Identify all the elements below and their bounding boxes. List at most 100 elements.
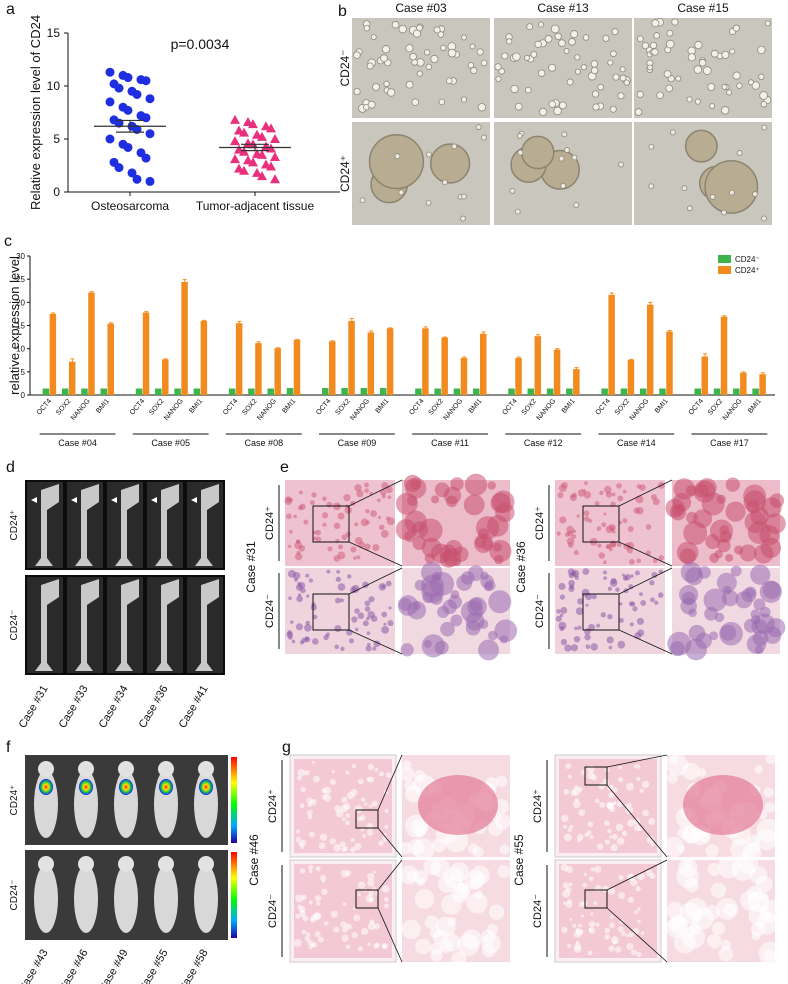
tissue-feature	[709, 631, 719, 641]
tissue-feature	[583, 510, 590, 517]
tissue-feature	[614, 946, 622, 953]
row-label: CD24⁺	[267, 789, 279, 823]
group-label: Case #04	[58, 438, 97, 448]
group-label: Case #09	[338, 438, 377, 448]
bar	[441, 337, 448, 395]
tissue-feature	[639, 592, 643, 596]
bar	[508, 388, 515, 395]
tissue-feature	[367, 642, 371, 647]
tissue-feature	[488, 590, 512, 614]
cell	[353, 88, 361, 96]
x-tick-label: BMI1	[375, 398, 391, 415]
tissue-feature	[574, 626, 578, 631]
tissue-feature	[322, 496, 327, 502]
tissue-feature	[688, 624, 706, 642]
data-point	[230, 136, 240, 146]
x-tick-label: OCT4	[688, 398, 705, 417]
tissue-feature	[645, 550, 651, 556]
tissue-feature	[616, 837, 625, 845]
bar	[740, 372, 747, 395]
bar	[228, 388, 236, 395]
tissue-feature	[575, 607, 584, 615]
tissue-feature	[386, 772, 392, 778]
cell	[438, 98, 446, 106]
tissue-feature	[636, 907, 641, 911]
cell	[641, 41, 650, 50]
tissue-feature	[635, 885, 641, 892]
bar	[666, 331, 673, 395]
tissue-feature	[347, 574, 352, 579]
tissue-feature	[753, 598, 766, 611]
cell	[590, 66, 599, 75]
tissue-feature	[388, 606, 392, 610]
tissue-feature	[588, 518, 593, 523]
cell	[726, 89, 733, 96]
panel-label: b	[338, 3, 347, 20]
bar	[646, 304, 654, 395]
tissue-feature	[351, 584, 360, 593]
tissue-feature	[583, 516, 590, 522]
inset-box	[582, 593, 620, 631]
arrow	[191, 497, 197, 503]
tissue-feature	[556, 531, 561, 536]
tissue-feature	[628, 931, 634, 938]
tissue-feature	[640, 931, 645, 936]
tissue-feature	[333, 926, 340, 933]
tissue-feature	[323, 634, 329, 641]
tissue-feature	[587, 821, 594, 828]
tissue-feature	[487, 924, 498, 935]
tissue-feature	[617, 495, 624, 502]
tissue-feature	[333, 844, 342, 852]
cell	[651, 19, 660, 28]
tissue-feature	[603, 512, 607, 516]
cell	[591, 90, 600, 98]
tissue-feature	[609, 541, 617, 548]
tissue-feature	[617, 776, 624, 783]
histology-image	[285, 480, 395, 566]
cell	[405, 80, 414, 89]
tissue-feature	[701, 492, 725, 516]
tissue-feature	[608, 945, 615, 952]
tissue-feature	[299, 911, 306, 918]
tissue-feature	[559, 613, 564, 618]
tissue-feature	[625, 782, 634, 791]
tissue-feature	[590, 912, 594, 916]
cell	[721, 50, 730, 59]
data-point	[105, 97, 115, 107]
tissue-feature	[725, 477, 740, 492]
tissue-feature	[720, 624, 737, 641]
tissue-feature	[329, 838, 337, 845]
error-bar	[667, 330, 672, 332]
x-tick-label: BMI1	[188, 398, 204, 415]
tissue-feature	[364, 482, 369, 488]
cell	[433, 26, 441, 34]
tissue-feature	[756, 818, 781, 843]
tissue-feature	[312, 638, 319, 645]
cell	[609, 105, 617, 113]
tissue-feature	[289, 620, 294, 624]
x-tick-label: OCT4	[595, 398, 612, 417]
tissue-feature	[572, 800, 581, 809]
tissue-feature	[364, 606, 371, 612]
bone	[195, 579, 219, 671]
tissue-feature	[353, 556, 357, 560]
y-tick-label: 10	[47, 79, 61, 93]
luminescence	[79, 779, 93, 795]
cell	[516, 132, 523, 139]
tissue-feature	[381, 584, 386, 589]
tissue-feature	[599, 801, 606, 809]
tissue-feature	[628, 584, 634, 590]
tissue-feature	[289, 529, 293, 534]
tissue-feature	[342, 846, 349, 852]
data-point	[248, 119, 258, 129]
y-tick-label: 15	[47, 26, 61, 40]
cell	[477, 103, 487, 112]
bone	[115, 579, 139, 671]
tissue-feature	[423, 858, 441, 876]
error-bar	[741, 371, 746, 373]
tissue-feature	[577, 598, 584, 605]
cell	[636, 90, 644, 98]
tissue-feature	[295, 623, 303, 631]
y-tick-label: 20	[16, 298, 25, 307]
tissue-feature	[454, 882, 471, 899]
